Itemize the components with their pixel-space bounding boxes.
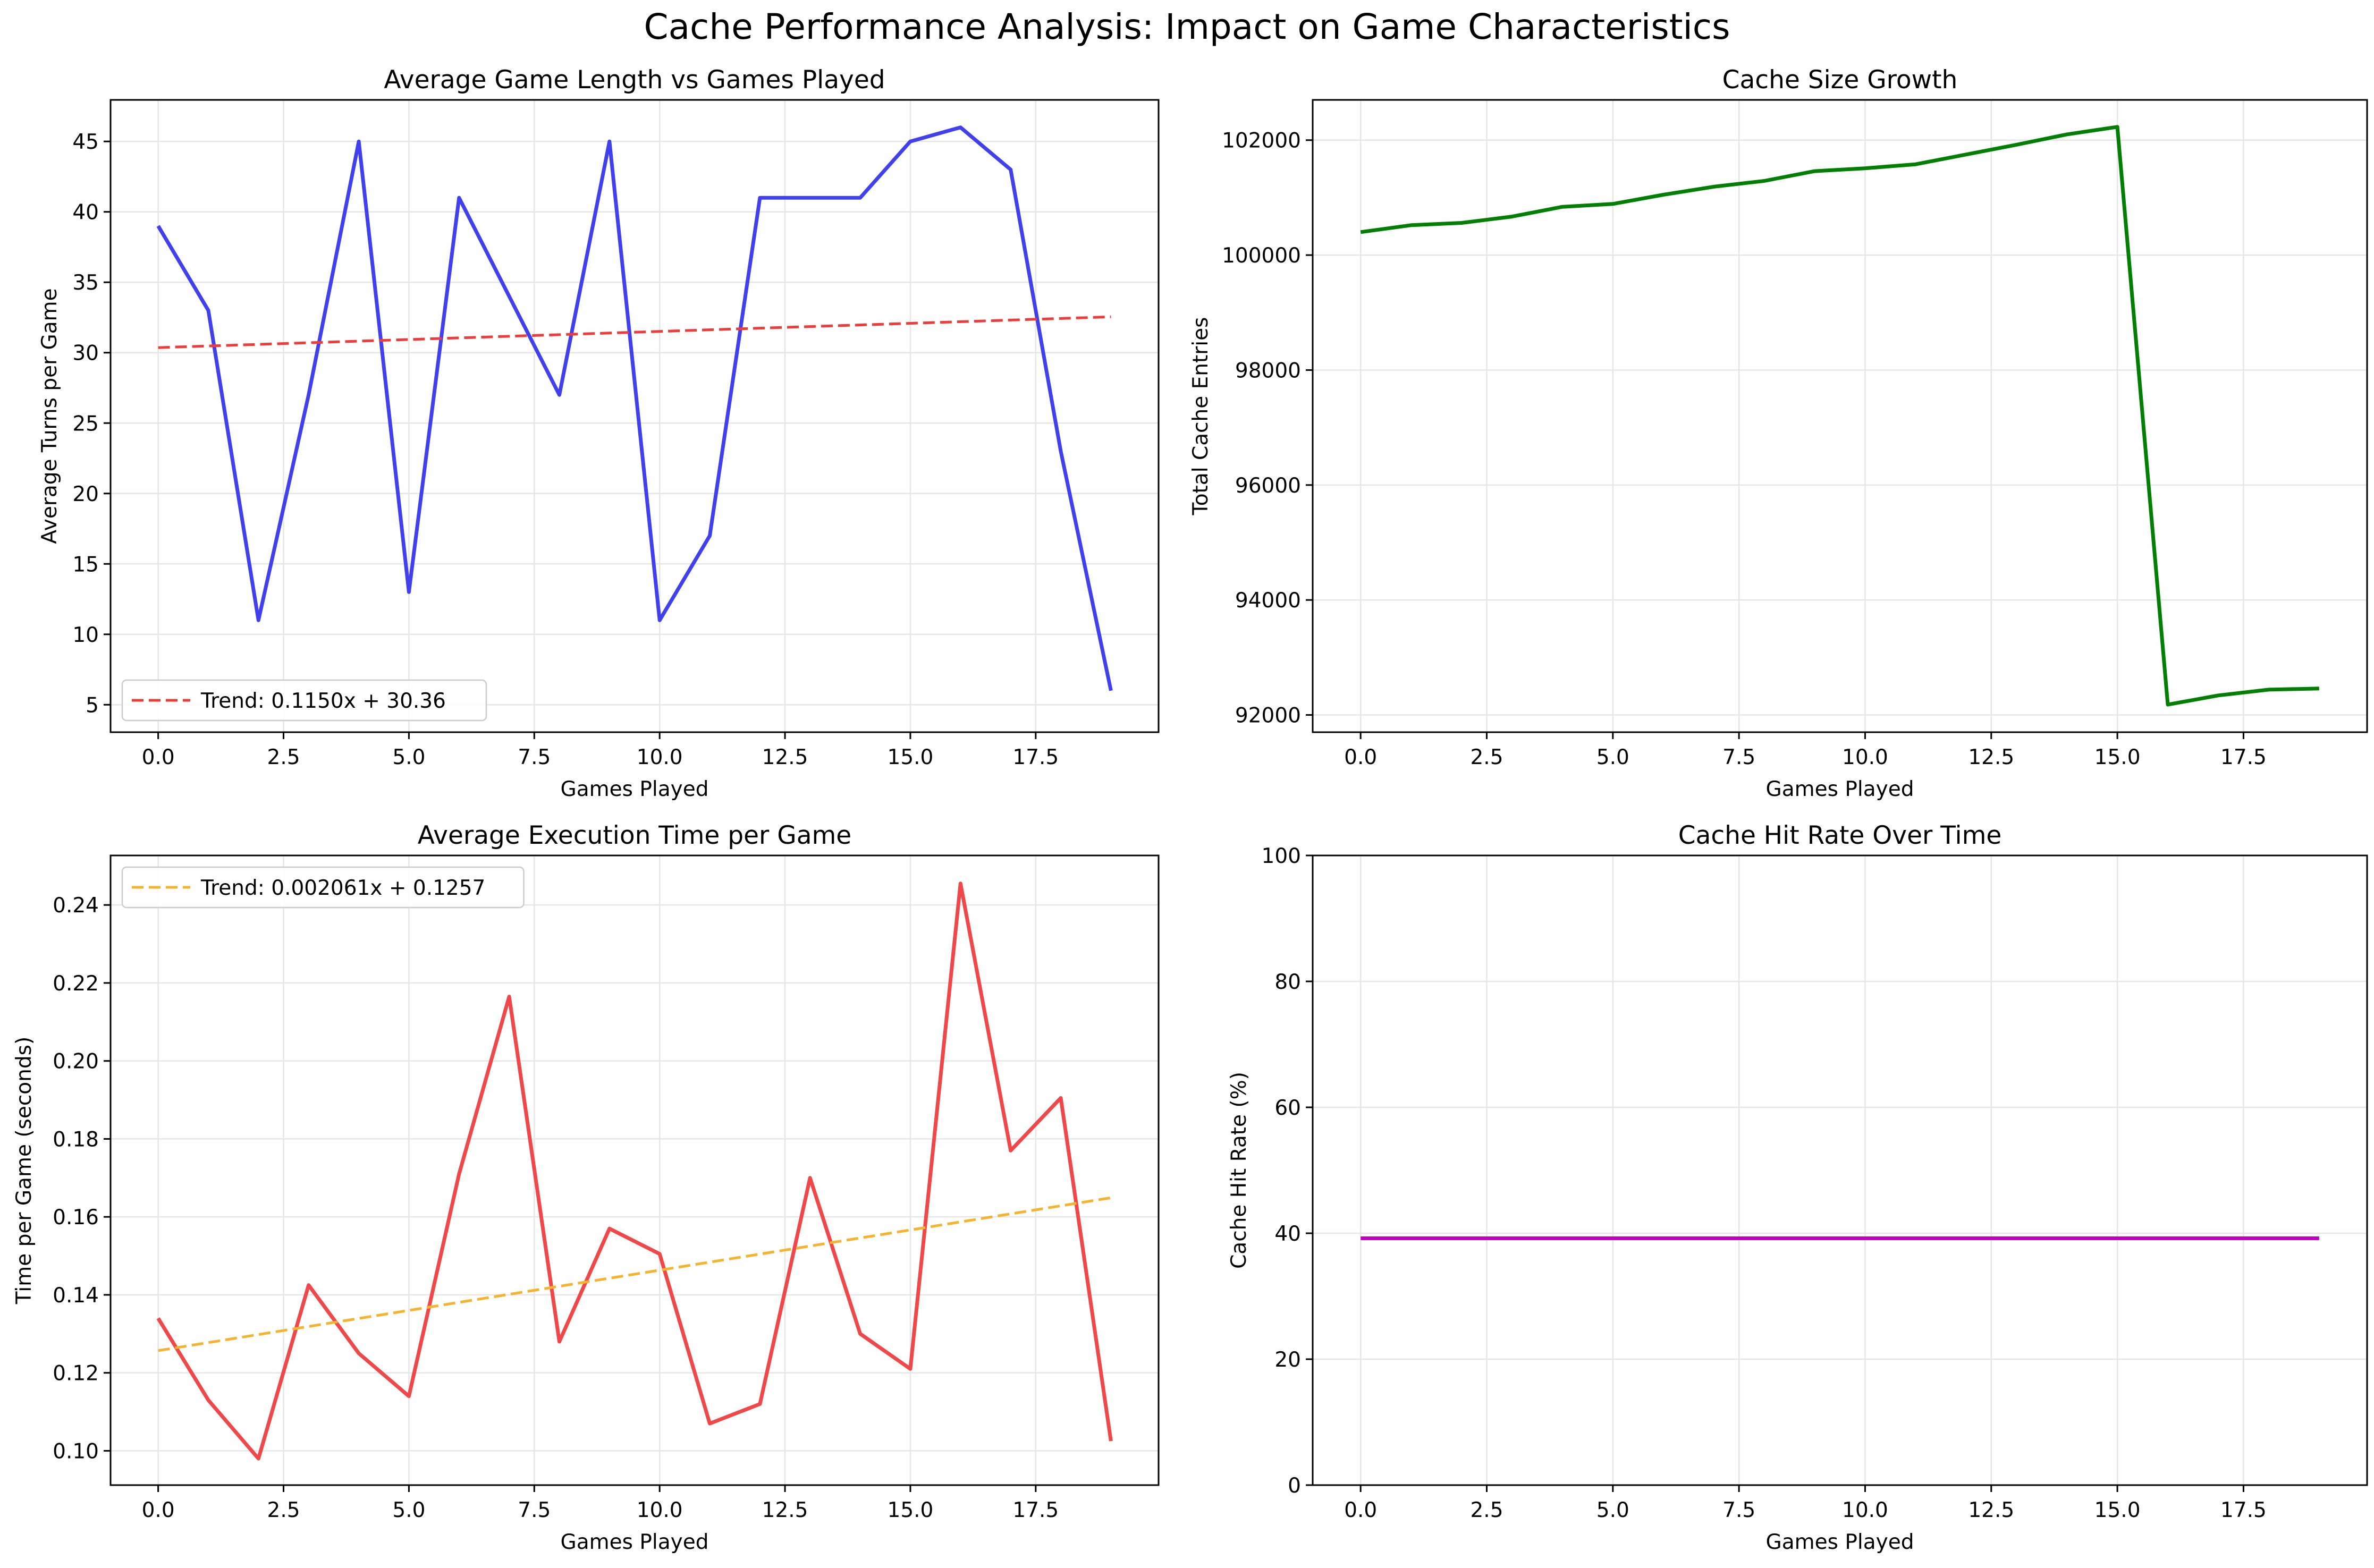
y-tick-label: 0.10 (53, 1439, 99, 1463)
x-tick-label: 2.5 (267, 1498, 300, 1522)
x-tick-label: 2.5 (1470, 1498, 1503, 1522)
legend: Trend: 0.002061x + 0.1257 (121, 866, 525, 909)
y-tick-label: 40 (1274, 1222, 1301, 1246)
x-tick-label: 15.0 (888, 745, 934, 769)
series-line-1 (156, 882, 1113, 1461)
y-tick-label: 80 (1274, 970, 1301, 994)
x-tick-label: 12.5 (1968, 745, 2014, 769)
x-tick-label: 7.5 (1722, 745, 1755, 769)
x-tick-label: 12.5 (1968, 1498, 2014, 1522)
chart-panel-3: 0.0 2.5 5.0 7.5 10.0 12.5 15.0 17.5 0.10 0.12 0.14… (12, 821, 1160, 1554)
x-tick-label: 17.5 (2220, 745, 2267, 769)
legend-box (121, 679, 487, 722)
x-tick-label: 5.0 (1596, 1498, 1629, 1522)
chart-title: Average Game Length vs Games Played (384, 65, 885, 95)
y-tick-label: 60 (1274, 1096, 1301, 1120)
y-tick-label: 0.24 (53, 894, 99, 918)
x-tick-label: 12.5 (762, 745, 808, 769)
chart-title: Average Execution Time per Game (418, 821, 851, 850)
x-tick-label: 2.5 (267, 745, 300, 769)
x-tick-label: 12.5 (762, 1498, 808, 1522)
y-tick-label: 0.18 (53, 1128, 99, 1151)
figure-title: Cache Performance Analysis: Impact on Ga… (644, 6, 1730, 47)
x-tick-label: 10.0 (637, 1498, 683, 1522)
y-tick-label: 0 (1288, 1474, 1301, 1498)
x-tick-label: 10.0 (1842, 745, 1888, 769)
x-tick-label: 10.0 (637, 745, 683, 769)
y-tick-label: 5 (86, 693, 99, 717)
x-tick-label: 2.5 (1470, 745, 1503, 769)
y-tick-label: 15 (72, 553, 99, 577)
x-axis-label: Games Played (561, 1530, 709, 1554)
y-tick-label: 45 (72, 130, 99, 154)
y-tick-label: 0.16 (53, 1206, 99, 1230)
y-tick-label: 96000 (1235, 474, 1301, 498)
y-tick-label: 10 (72, 623, 99, 647)
legend: Trend: 0.1150x + 30.36 (121, 679, 487, 722)
x-tick-label: 17.5 (1012, 745, 1059, 769)
x-tick-label: 5.0 (1596, 745, 1629, 769)
axes-frame (109, 854, 1160, 1486)
axes-frame (1312, 99, 2368, 733)
series-line-2 (158, 1196, 1111, 1352)
x-tick-label: 7.5 (518, 1498, 551, 1522)
y-tick-label: 98000 (1235, 359, 1301, 383)
chart-panel-4: 0.0 2.5 5.0 7.5 10.0 12.5 15.0 17.5 0 20 40 60 80 100… (1227, 821, 2368, 1554)
y-tick-label: 20 (72, 482, 99, 506)
x-tick-label: 10.0 (1842, 1498, 1888, 1522)
y-tick-label: 0.14 (53, 1284, 99, 1308)
x-tick-label: 5.0 (392, 1498, 425, 1522)
legend-label: Trend: 0.1150x + 30.36 (200, 689, 446, 713)
x-tick-label: 15.0 (888, 1498, 934, 1522)
x-tick-label: 7.5 (1722, 1498, 1755, 1522)
chart-title: Cache Hit Rate Over Time (1678, 821, 2002, 850)
y-tick-label: 100 (1262, 844, 1301, 868)
y-tick-label: 100000 (1222, 244, 1301, 268)
x-tick-label: 7.5 (518, 745, 551, 769)
y-axis-label: Cache Hit Rate (%) (1227, 1072, 1251, 1269)
y-axis-label: Average Turns per Game (38, 288, 62, 544)
x-tick-label: 15.0 (2094, 1498, 2141, 1522)
legend-box (121, 866, 525, 909)
y-axis-label: Total Cache Entries (1189, 317, 1213, 516)
chart-panel-1: 0.0 2.5 5.0 7.5 10.0 12.5 15.0 17.5 5 10 15 20 25 30 3… (38, 65, 1160, 801)
x-axis-label: Games Played (1766, 1530, 1914, 1554)
y-tick-label: 0.12 (53, 1362, 99, 1386)
y-tick-label: 0.22 (53, 972, 99, 996)
y-tick-label: 20 (1274, 1348, 1301, 1372)
y-tick-label: 0.20 (53, 1050, 99, 1074)
y-tick-label: 102000 (1222, 129, 1301, 153)
x-tick-label: 17.5 (2220, 1498, 2267, 1522)
y-tick-label: 35 (72, 271, 99, 295)
axes-frame (1312, 854, 2368, 1486)
x-axis-label: Games Played (561, 777, 709, 801)
x-tick-label: 5.0 (392, 745, 425, 769)
legend-label: Trend: 0.002061x + 0.1257 (200, 876, 485, 900)
x-tick-label: 17.5 (1012, 1498, 1059, 1522)
chart-panel-2: 0.0 2.5 5.0 7.5 10.0 12.5 15.0 17.5 92000 94000 96… (1189, 65, 2368, 801)
x-axis-label: Games Played (1766, 777, 1914, 801)
x-tick-label: 0.0 (142, 745, 175, 769)
y-tick-label: 40 (72, 201, 99, 225)
y-tick-label: 92000 (1235, 704, 1301, 728)
x-tick-label: 0.0 (1344, 1498, 1377, 1522)
series-line-1 (156, 125, 1113, 691)
y-axis-label: Time per Game (seconds) (12, 1037, 36, 1304)
axes-frame (109, 99, 1160, 733)
x-tick-label: 0.0 (142, 1498, 175, 1522)
x-tick-label: 0.0 (1344, 745, 1377, 769)
x-tick-label: 15.0 (2094, 745, 2141, 769)
series-line-2 (158, 315, 1111, 349)
y-tick-label: 25 (72, 412, 99, 436)
y-tick-label: 94000 (1235, 589, 1301, 613)
chart-title: Cache Size Growth (1722, 65, 1958, 95)
series-line-1 (1360, 125, 2319, 707)
y-tick-label: 30 (72, 342, 99, 366)
